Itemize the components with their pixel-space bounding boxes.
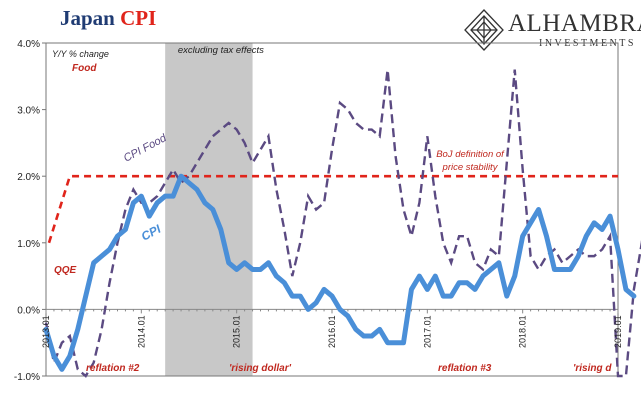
x-tick-label: 2014.01	[136, 315, 146, 348]
x-tick-label: 2013.01	[41, 315, 51, 348]
y-tick-label: 4.0%	[17, 39, 40, 50]
chart-title: Japan CPI	[60, 6, 156, 31]
boj-label-line1: BoJ definition of	[436, 149, 505, 160]
cpi-series-label: CPI	[139, 222, 164, 244]
food-annotation: Food	[72, 63, 97, 74]
rising-dollar-2-annotation: 'rising d	[573, 363, 612, 374]
x-tick-label: 2015.01	[232, 315, 242, 348]
x-tick-label: 2016.01	[327, 315, 337, 348]
alhambra-emblem-icon	[464, 9, 504, 51]
title-main: Japan	[60, 6, 115, 30]
y-tick-label: 1.0%	[17, 239, 40, 250]
cpi-food-line	[44, 69, 641, 378]
qqe-annotation: QQE	[54, 265, 77, 276]
shaded-region-label: excluding tax effects	[178, 45, 264, 56]
x-tick-label: 2019.01	[613, 315, 623, 348]
reflation-3-annotation: reflation #3	[438, 363, 492, 374]
rising-dollar-annotation: 'rising dollar'	[229, 363, 292, 374]
cpi-line	[43, 173, 637, 372]
boj-label-line2: price stability	[442, 162, 499, 173]
title-accent: CPI	[120, 6, 157, 30]
shaded-region	[165, 43, 253, 376]
x-tick-label: 2018.01	[518, 315, 528, 348]
y-tick-label: 0.0%	[17, 305, 40, 316]
boj-reference-line	[47, 174, 618, 244]
y-tick-label: -1.0%	[14, 372, 40, 383]
plot-frame	[45, 42, 619, 377]
y-axis-label: Y/Y % change	[52, 49, 109, 59]
x-tick-label: 2017.01	[422, 315, 432, 348]
cpi-food-series-label: CPI Food	[122, 132, 169, 165]
logo-name: ALHAMBRA	[508, 10, 641, 37]
reflation-2-annotation: reflation #2	[86, 363, 140, 374]
y-tick-label: 3.0%	[17, 106, 40, 117]
y-tick-label: 2.0%	[17, 172, 40, 183]
